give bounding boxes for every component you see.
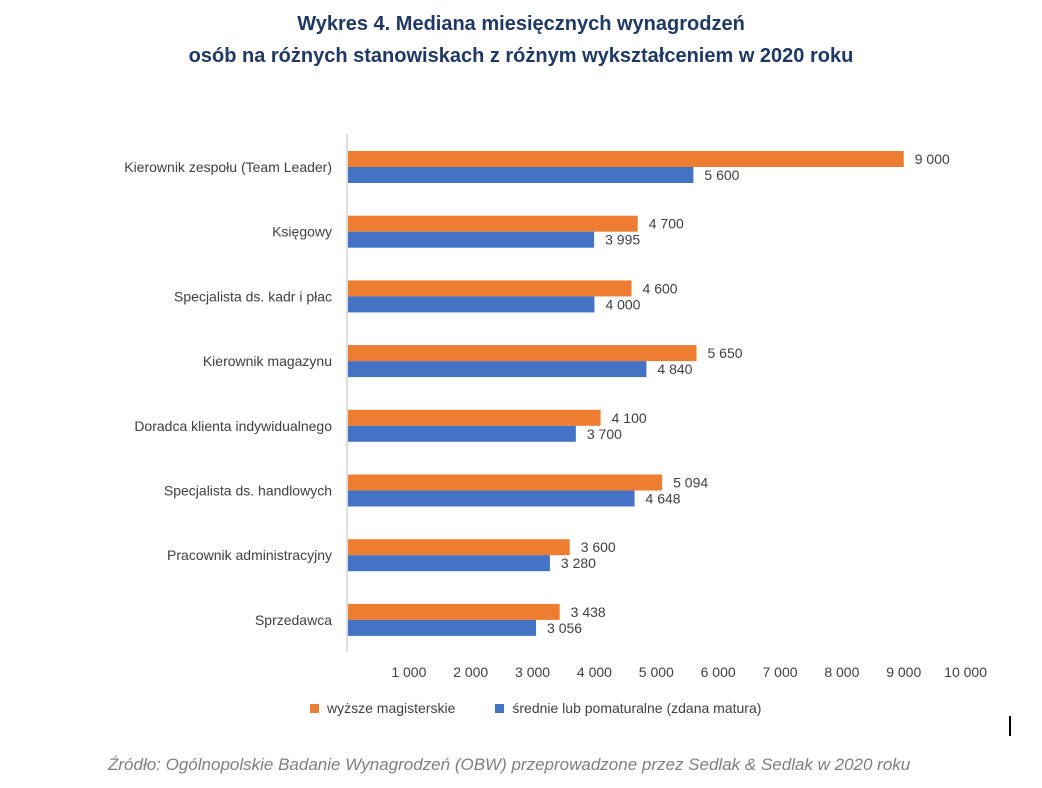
data-label-masters: 9 000	[915, 151, 950, 167]
category-label: Kierownik zespołu (Team Leader)	[124, 159, 332, 175]
x-tick-label: 10 000	[944, 664, 987, 680]
data-label-secondary: 3 280	[561, 555, 596, 571]
bar-secondary	[348, 231, 595, 248]
category-label: Księgowy	[272, 224, 332, 240]
category-label: Pracownik administracyjny	[167, 547, 332, 563]
data-label-secondary: 5 600	[704, 167, 739, 183]
chart-title-line-1: Wykres 4. Mediana miesięcznych wynagrodz…	[297, 13, 745, 35]
legend-item-secondary: średnie lub pomaturalne (zdana matura)	[495, 700, 761, 716]
bar-secondary	[348, 619, 537, 636]
bar-masters	[348, 151, 904, 167]
x-tick-label: 4 000	[577, 664, 612, 680]
bar-secondary	[348, 296, 595, 313]
bar-secondary	[348, 555, 550, 572]
x-tick-label: 8 000	[824, 664, 859, 680]
legend-swatch-secondary	[495, 703, 505, 713]
data-label-masters: 3 600	[581, 539, 616, 555]
bar-masters	[348, 345, 697, 362]
data-label-secondary: 4 840	[657, 361, 692, 377]
data-label-masters: 4 100	[612, 410, 647, 426]
x-tick-label: 3 000	[515, 664, 550, 680]
legend-label-secondary: średnie lub pomaturalne (zdana matura)	[512, 700, 762, 716]
data-label-secondary: 3 995	[605, 232, 640, 248]
category-label: Kierownik magazynu	[203, 353, 332, 369]
bar-masters	[348, 215, 638, 232]
bar-secondary	[348, 490, 635, 507]
legend-item-masters: wyższe magisterskie	[310, 700, 455, 716]
data-label-masters: 4 600	[643, 280, 678, 296]
bar-masters	[348, 539, 570, 556]
data-label-masters: 4 700	[649, 216, 684, 232]
legend-label-masters: wyższe magisterskie	[327, 700, 456, 716]
x-tick-label: 2 000	[453, 664, 488, 680]
data-label-secondary: 4 000	[605, 296, 640, 312]
x-tick-label: 9 000	[886, 664, 921, 680]
data-label-secondary: 3 700	[587, 426, 622, 442]
bar-secondary	[348, 425, 576, 442]
bar-masters	[348, 280, 632, 297]
source-note: Źródło: Ogólnopolskie Badanie Wynagrodze…	[108, 755, 911, 774]
data-label-masters: 5 650	[708, 345, 743, 361]
category-label: Specjalista ds. kadr i płac	[174, 288, 332, 304]
x-tick-label: 7 000	[762, 664, 797, 680]
text-cursor-mark	[1009, 716, 1011, 736]
category-label: Doradca klienta indywidualnego	[134, 418, 332, 434]
bar-masters	[348, 603, 560, 620]
category-label: Sprzedawca	[255, 612, 332, 628]
x-tick-label: 6 000	[701, 664, 736, 680]
bar-masters	[348, 409, 601, 426]
chart-legend: wyższe magisterskie średnie lub pomatura…	[310, 700, 801, 716]
data-label-masters: 5 094	[673, 475, 708, 491]
x-tick-label: 5 000	[639, 664, 674, 680]
chart-title: Wykres 4. Mediana miesięcznych wynagrodz…	[0, 8, 1042, 72]
legend-swatch-masters	[310, 703, 319, 713]
data-label-secondary: 3 056	[547, 620, 582, 636]
category-label: Specjalista ds. handlowych	[164, 483, 332, 499]
data-label-secondary: 4 648	[646, 491, 681, 507]
bar-secondary	[348, 167, 694, 183]
bar-secondary	[348, 361, 647, 378]
bar-chart: 1 000 2 000 3 000 4 000 5 000 6 000 7 000 8 000…	[124, 134, 987, 680]
bar-masters	[348, 474, 663, 491]
x-tick-label: 1 000	[391, 664, 426, 680]
chart-title-line-2: osób na różnych stanowiskach z różnym wy…	[188, 45, 854, 67]
data-label-masters: 3 438	[571, 604, 606, 620]
